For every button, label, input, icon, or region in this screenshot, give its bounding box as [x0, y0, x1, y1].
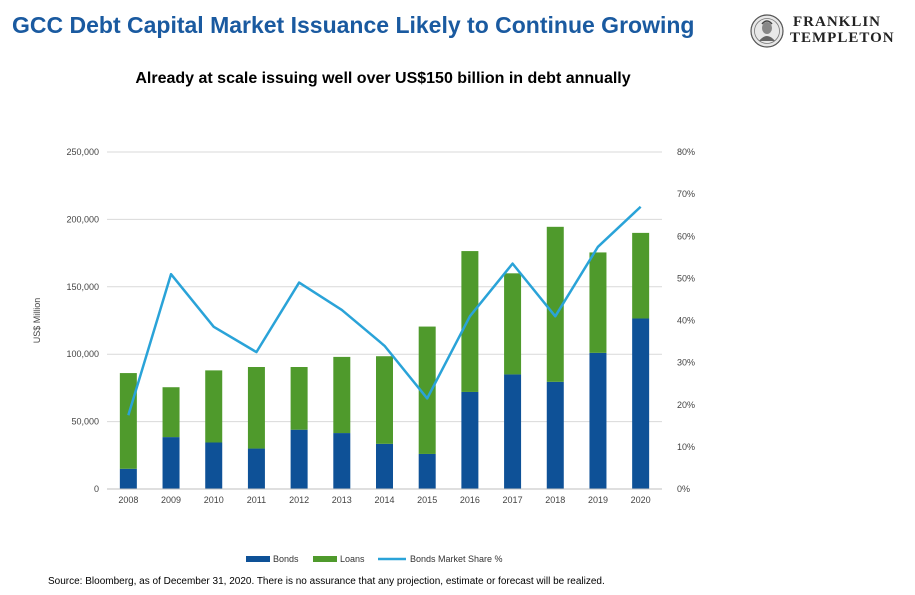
legend-loans-swatch	[313, 556, 337, 562]
x-tick-label: 2010	[204, 495, 224, 505]
y-tick-label: 50,000	[71, 417, 99, 427]
benjamin-franklin-seal-icon	[750, 14, 784, 48]
legend: Bonds Loans Bonds Market Share %	[246, 554, 503, 564]
bars	[119, 226, 650, 489]
bar-loans	[333, 356, 351, 434]
bar-bonds	[119, 468, 137, 489]
legend-loans-label: Loans	[340, 554, 365, 564]
legend-bonds-label: Bonds	[273, 554, 299, 564]
x-tick-label: 2013	[332, 495, 352, 505]
x-tick-label: 2012	[289, 495, 309, 505]
y2-tick-label: 60%	[677, 231, 695, 241]
bar-bonds	[247, 448, 265, 489]
y-tick-label: 150,000	[66, 282, 99, 292]
bar-bonds	[376, 443, 393, 489]
series-line-bonds-market-share	[127, 205, 642, 416]
bar-bonds	[504, 374, 522, 489]
bar-loans	[546, 226, 564, 382]
bar-bonds	[589, 352, 607, 489]
axes: 0 50,000 100,000 150,000 200,000 250,000 0% 10%…	[32, 147, 695, 505]
y2-tick-label: 40%	[677, 316, 695, 326]
y-axis-label: US$ Million	[32, 298, 42, 344]
y2-tick-label: 70%	[677, 189, 695, 199]
bar-loans	[504, 273, 522, 375]
x-tick-label: 2017	[503, 495, 523, 505]
x-tick-label: 2008	[118, 495, 138, 505]
bar-loans	[247, 367, 265, 449]
franklin-templeton-logo: FRANKLIN TEMPLETON	[750, 12, 910, 48]
logo-line-franklin: FRANKLIN	[793, 14, 882, 30]
bar-loans	[632, 232, 650, 319]
x-tick-label: 2011	[247, 495, 266, 505]
x-tick-label: 2018	[545, 495, 565, 505]
y-tick-label: 0	[94, 484, 99, 494]
bar-loans	[290, 367, 308, 430]
bar-bonds	[461, 391, 479, 489]
bar-bonds	[333, 433, 351, 489]
y-tick-label: 200,000	[66, 214, 99, 224]
x-tick-label: 2014	[374, 495, 394, 505]
x-tick-label: 2019	[588, 495, 608, 505]
bar-loans	[205, 370, 223, 443]
bar-bonds	[546, 381, 564, 489]
share-line-layer	[127, 205, 642, 416]
bar-loans	[119, 373, 137, 469]
source-note: Source: Bloomberg, as of December 31, 20…	[48, 576, 605, 587]
y-tick-label: 100,000	[66, 349, 99, 359]
bar-loans	[589, 252, 607, 353]
legend-bonds-market-share-label: Bonds Market Share %	[410, 554, 503, 564]
legend-bonds-swatch	[246, 556, 270, 562]
x-tick-label: 2020	[631, 495, 651, 505]
bar-loans	[162, 387, 180, 438]
bar-bonds	[205, 442, 223, 489]
bar-loans	[418, 326, 436, 454]
y2-tick-label: 20%	[677, 400, 695, 410]
y2-tick-label: 0%	[677, 484, 690, 494]
y2-tick-label: 80%	[677, 147, 695, 157]
chart-title: Already at scale issuing well over US$15…	[135, 70, 631, 87]
x-tick-label: 2015	[417, 495, 437, 505]
bar-loans	[376, 356, 393, 444]
y2-tick-label: 10%	[677, 442, 695, 452]
page-title: GCC Debt Capital Market Issuance Likely …	[12, 12, 695, 38]
logo-line-templeton: TEMPLETON	[790, 30, 895, 46]
bar-bonds	[162, 437, 180, 489]
bar-bonds	[418, 453, 436, 489]
bar-bonds	[290, 429, 308, 489]
bar-bonds	[632, 318, 650, 489]
bar-loans	[461, 251, 479, 392]
x-tick-label: 2016	[460, 495, 480, 505]
x-tick-label: 2009	[161, 495, 181, 505]
y2-tick-label: 30%	[677, 358, 695, 368]
y2-tick-label: 50%	[677, 273, 695, 283]
y-tick-label: 250,000	[66, 147, 99, 157]
